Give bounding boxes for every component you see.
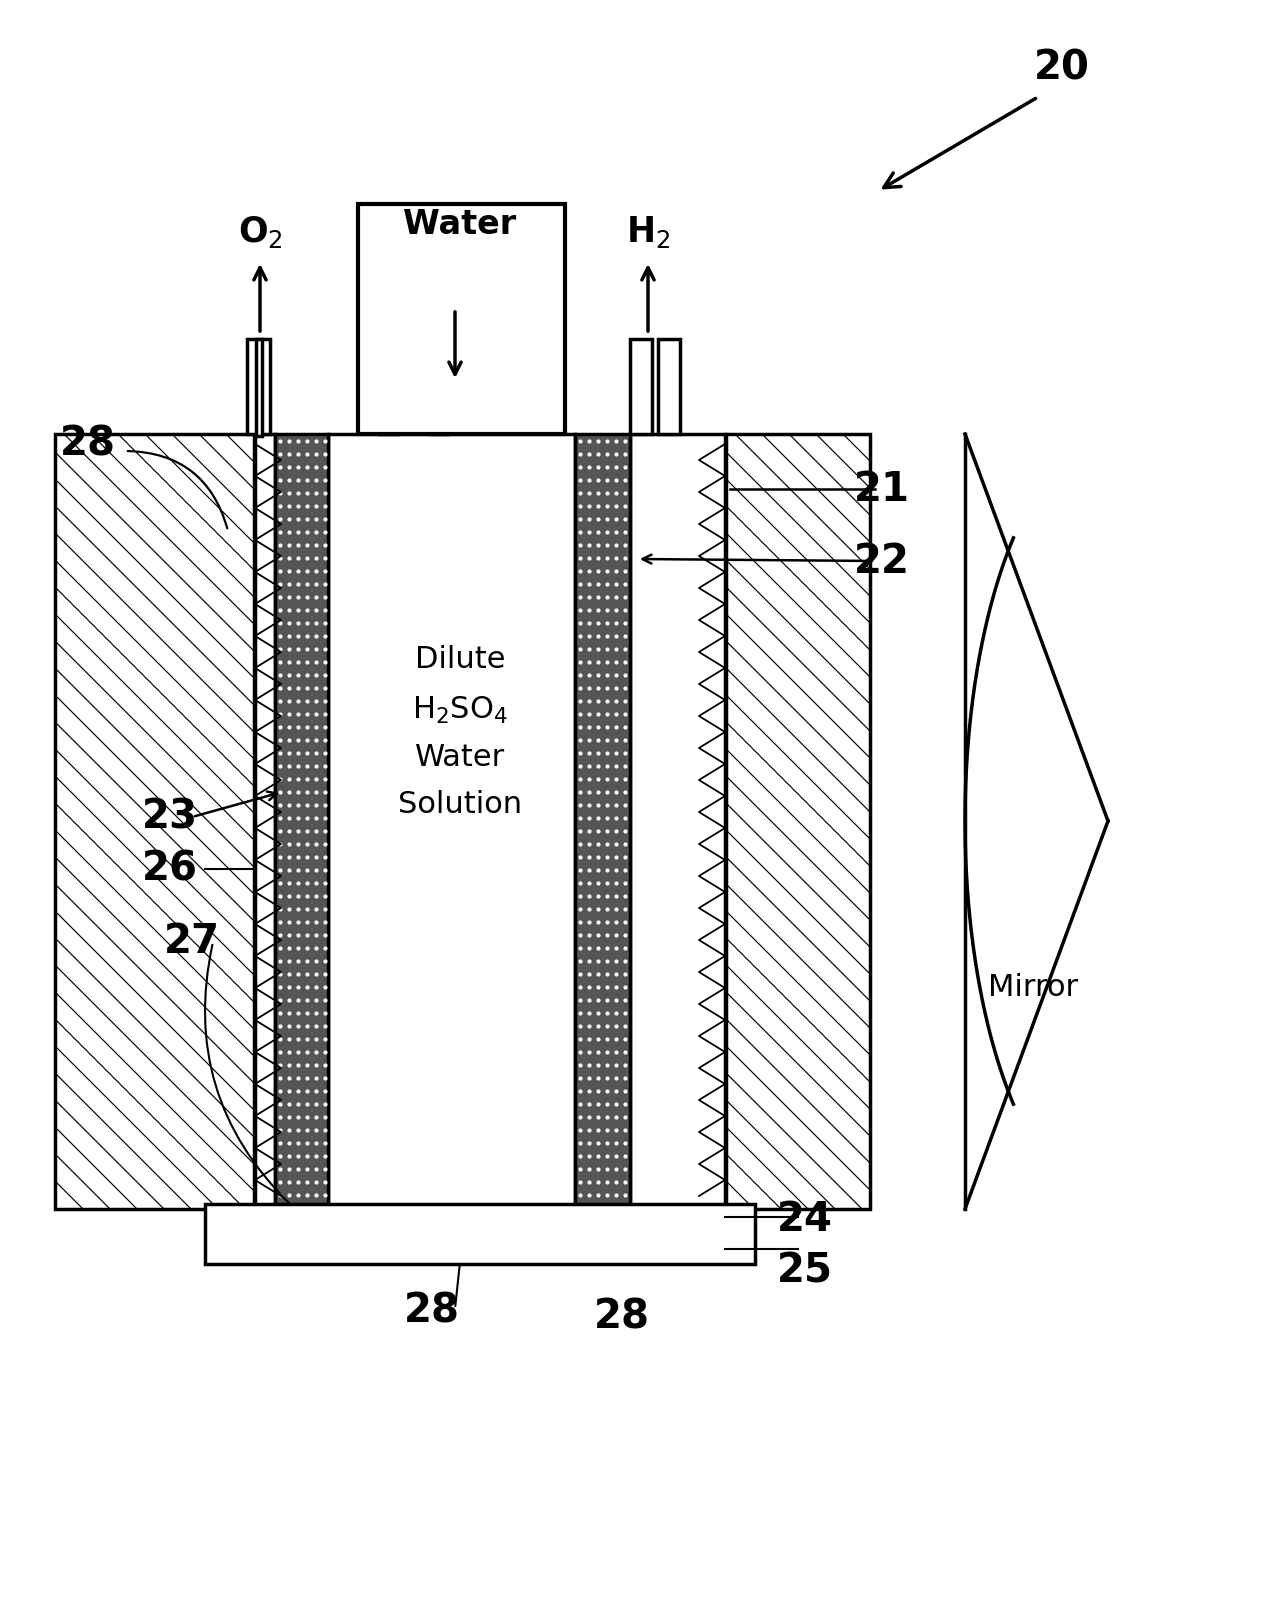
Bar [575, 434, 630, 1209]
Text: Solution: Solution [398, 789, 522, 818]
Text: 26: 26 [142, 849, 198, 889]
Bar [658, 341, 679, 434]
Bar [246, 341, 271, 434]
Text: H$_2$: H$_2$ [626, 215, 671, 250]
Bar [726, 434, 870, 1209]
Text: 27: 27 [164, 922, 220, 962]
Text: 28: 28 [594, 1298, 650, 1336]
Bar [358, 205, 565, 434]
Bar [257, 341, 262, 437]
Polygon shape [965, 434, 1013, 1209]
Text: 23: 23 [142, 797, 198, 838]
Text: 25: 25 [777, 1251, 833, 1291]
Text: Dilute: Dilute [415, 646, 505, 675]
Text: Water: Water [404, 208, 517, 242]
Text: 21: 21 [853, 470, 911, 510]
Bar [630, 341, 652, 434]
Bar [255, 434, 276, 1209]
Text: Water: Water [415, 742, 505, 771]
Text: 28: 28 [60, 424, 116, 465]
Text: 22: 22 [853, 542, 911, 581]
Text: Mirror: Mirror [988, 973, 1078, 1002]
Text: 24: 24 [777, 1199, 833, 1240]
Bar [328, 434, 575, 1209]
Bar [630, 434, 725, 1209]
Text: O$_2$: O$_2$ [237, 215, 282, 250]
Bar [276, 434, 328, 1209]
Bar [204, 1204, 754, 1264]
Text: 28: 28 [404, 1291, 460, 1332]
Bar [55, 434, 254, 1209]
Text: H$_2$SO$_4$: H$_2$SO$_4$ [413, 694, 508, 725]
Text: 20: 20 [1034, 48, 1090, 87]
